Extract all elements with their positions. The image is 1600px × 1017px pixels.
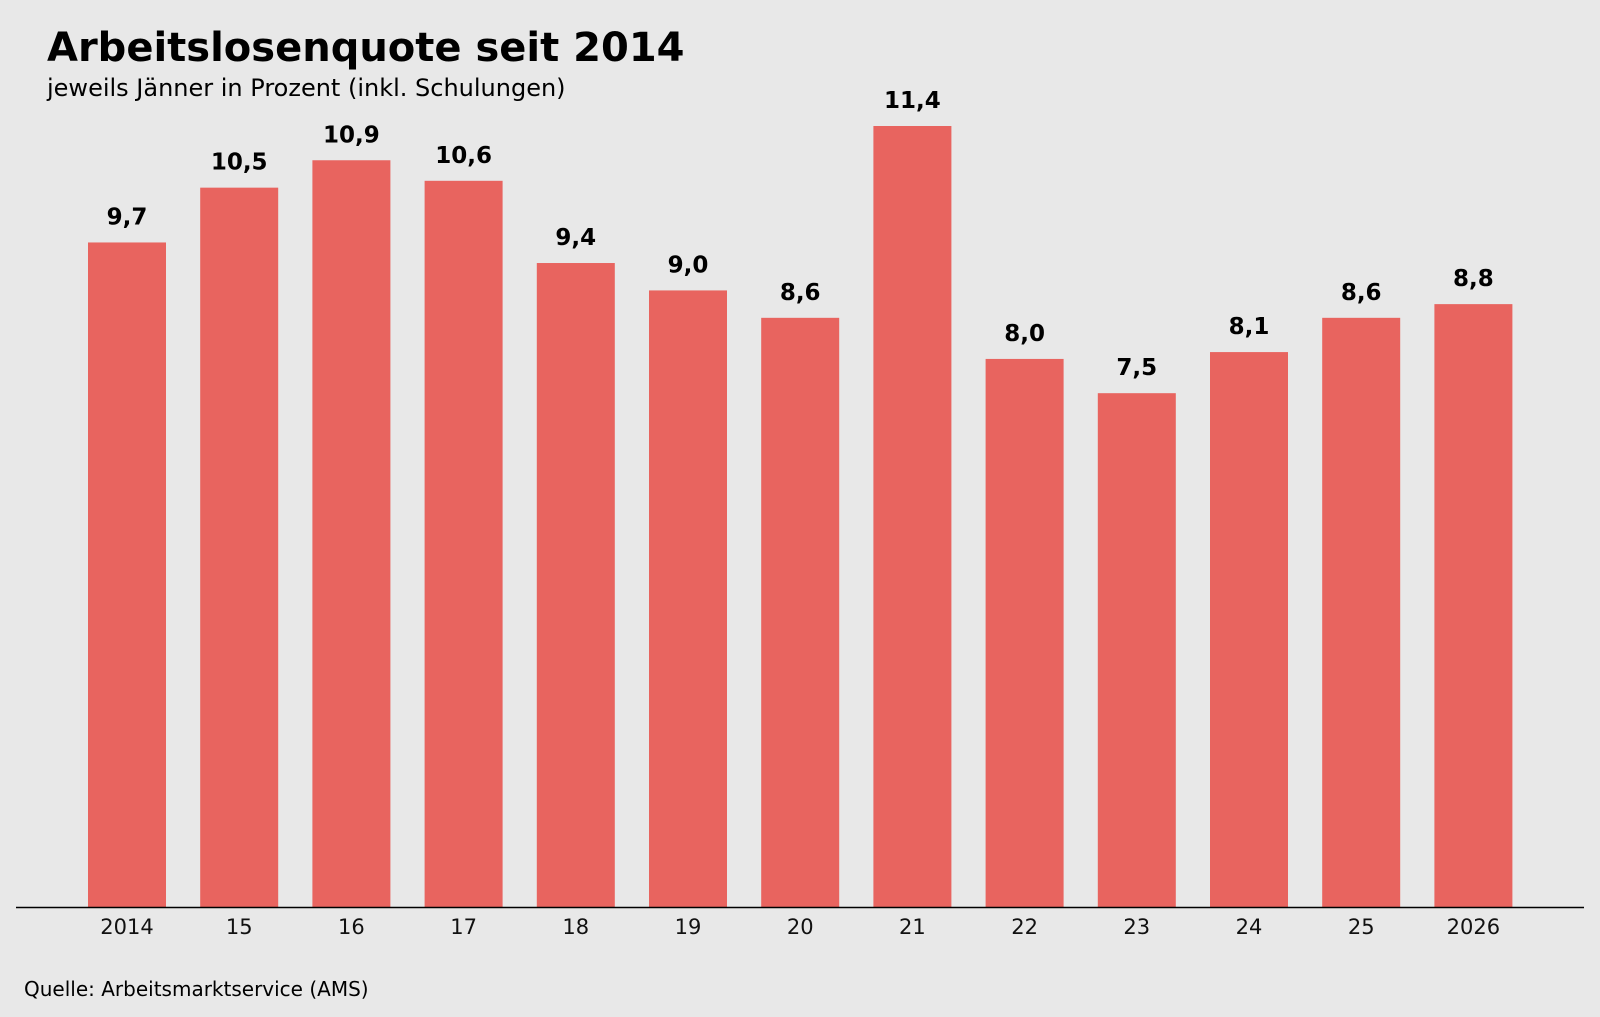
bar-17: [424, 180, 503, 908]
data-label-2014: 9,7: [107, 204, 148, 230]
data-label-2026: 8,8: [1453, 266, 1494, 292]
x-tick-label-16: 16: [338, 915, 365, 939]
chart-subtitle: jeweils Jänner in Prozent (inkl. Schulun…: [47, 74, 566, 102]
bar-18: [536, 263, 615, 907]
data-label-16: 10,9: [323, 122, 380, 148]
bar-16: [312, 160, 391, 907]
bar-21: [873, 126, 952, 907]
x-tick-label-22: 22: [1011, 915, 1038, 939]
x-tick-label-2026: 2026: [1447, 915, 1500, 939]
data-label-18: 9,4: [555, 225, 596, 251]
x-tick-label-21: 21: [899, 915, 926, 939]
bar-15: [200, 187, 279, 907]
data-label-23: 7,5: [1116, 355, 1157, 381]
bar-2026: [1434, 304, 1513, 907]
bar-25: [1322, 317, 1401, 907]
data-label-19: 9,0: [668, 252, 709, 278]
x-tick-label-17: 17: [450, 915, 477, 939]
x-tick-label-2014: 2014: [100, 915, 153, 939]
data-label-24: 8,1: [1229, 314, 1270, 340]
x-tick-label-25: 25: [1348, 915, 1375, 939]
x-tick-label-18: 18: [562, 915, 589, 939]
bar-24: [1210, 352, 1288, 907]
bar-23: [1097, 393, 1176, 907]
x-tick-label-19: 19: [675, 915, 702, 939]
chart-title: Arbeitslosenquote seit 2014: [47, 25, 685, 71]
data-label-15: 10,5: [211, 150, 268, 176]
bar-2014: [88, 242, 166, 907]
data-label-17: 10,6: [435, 143, 492, 169]
x-tick-label-23: 23: [1123, 915, 1150, 939]
data-label-21: 11,4: [884, 88, 941, 114]
data-label-25: 8,6: [1341, 280, 1382, 306]
bar-20: [761, 317, 840, 907]
x-tick-label-15: 15: [226, 915, 253, 939]
bar-19: [649, 290, 727, 908]
bar-22: [985, 358, 1064, 907]
data-label-22: 8,0: [1004, 321, 1045, 347]
x-tick-label-20: 20: [787, 915, 814, 939]
x-tick-label-24: 24: [1236, 915, 1263, 939]
source-note: Quelle: Arbeitsmarktservice (AMS): [24, 977, 369, 1001]
data-label-20: 8,6: [780, 280, 821, 306]
